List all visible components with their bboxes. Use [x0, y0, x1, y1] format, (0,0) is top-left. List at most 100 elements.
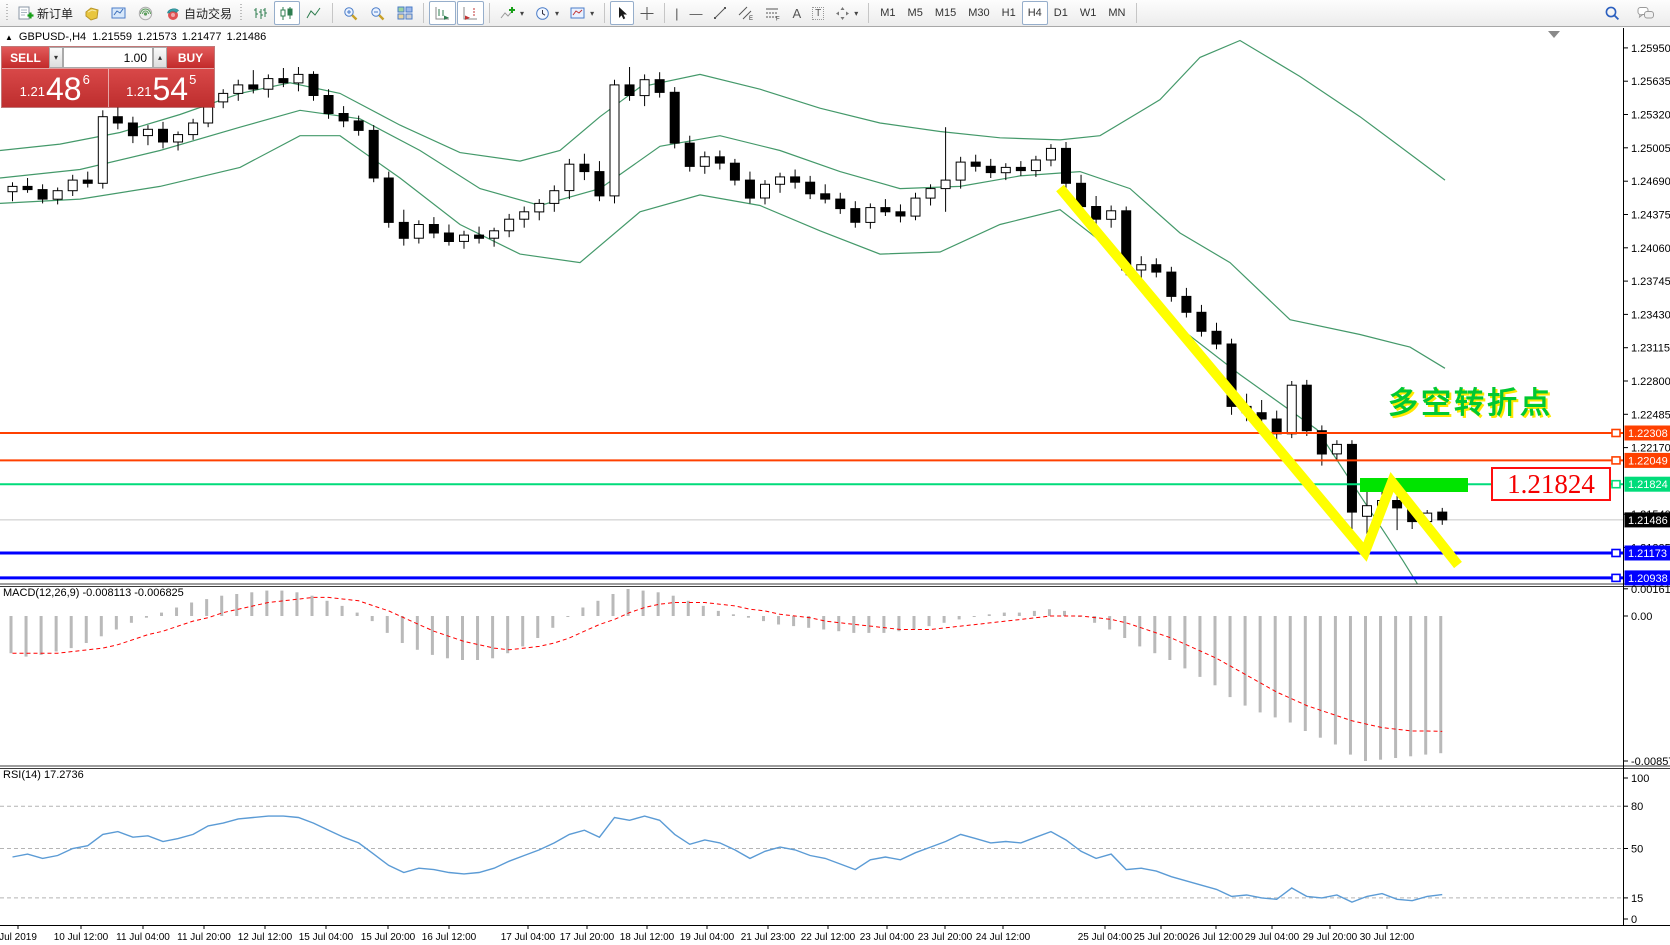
svg-text:10 Jul 12:00: 10 Jul 12:00: [54, 932, 109, 943]
svg-text:30 Jul 12:00: 30 Jul 12:00: [1360, 932, 1415, 943]
svg-text:1.21173: 1.21173: [1628, 548, 1667, 560]
timeframe-M1[interactable]: M1: [880, 7, 896, 19]
chevron-down-icon: ▾: [53, 53, 58, 62]
buy-price-prefix: 1.21: [126, 84, 152, 99]
toolbar-separator: [868, 3, 870, 23]
volume-input[interactable]: 1.00: [63, 47, 153, 68]
toolbar: 新订单 自动交易: [0, 0, 1670, 27]
toolbar-grip[interactable]: [239, 4, 244, 22]
chat-icon: [1637, 6, 1654, 18]
svg-text:1.24060: 1.24060: [1631, 243, 1670, 255]
toolbar-separator: [332, 3, 334, 23]
buy-button[interactable]: BUY: [167, 47, 214, 68]
indicator-scales: 0.00161 0.00 -0.008577 100 80 50 15 0: [1623, 584, 1670, 926]
sell-price[interactable]: 1.21 48 6: [2, 69, 109, 107]
svg-text:1.25635: 1.25635: [1631, 76, 1670, 88]
volume-down-button[interactable]: ▾: [49, 47, 63, 68]
chart-shift-button[interactable]: [457, 1, 485, 25]
text-label-button[interactable]: T: [807, 1, 829, 25]
timeframe-M5[interactable]: M5: [907, 7, 923, 19]
timeframe-group: M1 M5 M15 M30 H1 H4 D1 W1 MN: [874, 1, 1131, 25]
vertical-line-icon: |: [675, 5, 679, 21]
trendline-button[interactable]: [708, 1, 732, 25]
new-order-button[interactable]: 新订单: [13, 1, 78, 25]
svg-text:12 Jul 12:00: 12 Jul 12:00: [238, 932, 293, 943]
rsi-label: RSI(14) 17.2736: [3, 769, 84, 781]
indicators-button[interactable]: ▾: [495, 1, 529, 25]
svg-text:1.22485: 1.22485: [1631, 409, 1670, 421]
price-box-annotation[interactable]: 1.21824: [1491, 467, 1611, 501]
timeframe-D1[interactable]: D1: [1053, 7, 1068, 19]
chart-candles-button[interactable]: [274, 1, 301, 25]
charts-button[interactable]: [106, 1, 132, 25]
highlight-rect: [1360, 478, 1468, 492]
crosshair-button[interactable]: [635, 1, 659, 25]
svg-text:15 Jul 20:00: 15 Jul 20:00: [361, 932, 416, 943]
svg-text:1.22049: 1.22049: [1628, 455, 1668, 467]
chart-line-button[interactable]: [301, 1, 327, 25]
new-order-label: 新订单: [37, 6, 74, 21]
line-anchor: [1611, 428, 1621, 438]
svg-text:1.25005: 1.25005: [1631, 143, 1670, 155]
timeframe-W1[interactable]: W1: [1079, 7, 1097, 19]
chat-button[interactable]: [1632, 1, 1660, 25]
buy-price[interactable]: 1.21 54 5: [109, 69, 215, 107]
text-button[interactable]: A: [787, 1, 806, 25]
template-icon: [570, 7, 585, 18]
svg-text:15 Jul 04:00: 15 Jul 04:00: [299, 932, 354, 943]
templates-button[interactable]: ▾: [565, 1, 599, 25]
sell-price-big: 48: [45, 71, 82, 107]
periods-button[interactable]: ▾: [530, 1, 564, 25]
svg-text:11 Jul 04:00: 11 Jul 04:00: [116, 932, 170, 943]
price-axis-badges: 1.22308 1.22049 1.21824 1.21173 1.20938 1.214…: [1624, 425, 1670, 586]
volume-up-button[interactable]: ▴: [153, 47, 167, 68]
vertical-line-button[interactable]: |: [670, 1, 683, 25]
rsi-pane: [0, 805, 1623, 903]
turning-point-annotation[interactable]: 多空转折点: [1388, 387, 1553, 420]
autoscroll-button[interactable]: [429, 1, 457, 25]
timeframe-MN[interactable]: MN: [1108, 7, 1126, 19]
channel-button[interactable]: E: [733, 1, 759, 25]
svg-text:80: 80: [1631, 801, 1643, 813]
timeframe-H1[interactable]: H1: [1001, 7, 1016, 19]
chart-bars-button[interactable]: [247, 1, 273, 25]
timeframe-M30[interactable]: M30: [968, 7, 990, 19]
sell-button[interactable]: SELL: [2, 47, 49, 68]
tile-windows-icon: [397, 6, 413, 19]
svg-text:16 Jul 12:00: 16 Jul 12:00: [422, 932, 477, 943]
zoom-out-button[interactable]: [365, 1, 391, 25]
zoom-in-button[interactable]: [338, 1, 364, 25]
svg-text:100: 100: [1631, 773, 1649, 785]
symbol-triangle-icon: ▲: [5, 32, 13, 42]
zoom-out-icon: [371, 6, 385, 20]
fibonacci-button[interactable]: F: [760, 1, 786, 25]
cursor-button[interactable]: [610, 1, 635, 25]
svg-text:1.24690: 1.24690: [1631, 176, 1670, 188]
toolbar-grip[interactable]: [5, 4, 9, 22]
market-watch-button[interactable]: [79, 1, 105, 25]
svg-text:1.25950: 1.25950: [1631, 43, 1670, 55]
time-axis: Jul 2019 10 Jul 12:00 11 Jul 04:00 11 Jul 2…: [0, 925, 1415, 943]
text-icon: A: [792, 5, 802, 21]
svg-text:E: E: [749, 16, 753, 21]
signals-button[interactable]: [133, 1, 159, 25]
search-button[interactable]: [1599, 1, 1626, 25]
svg-text:1.20938: 1.20938: [1628, 573, 1668, 585]
timeframe-M15[interactable]: M15: [934, 7, 957, 19]
svg-text:21 Jul 23:00: 21 Jul 23:00: [741, 932, 796, 943]
tile-windows-button[interactable]: [392, 1, 418, 25]
svg-text:F: F: [776, 16, 780, 21]
horizontal-line-button[interactable]: —: [684, 1, 707, 25]
bb-middle: [0, 109, 1446, 369]
arrows-button[interactable]: ▾: [830, 1, 863, 25]
timeframe-H4[interactable]: H4: [1021, 1, 1048, 25]
candlestick-chart-icon: [280, 6, 293, 20]
svg-text:1.22308: 1.22308: [1628, 428, 1668, 440]
bb-lower: [0, 135, 1419, 584]
autoscroll-icon: [435, 6, 450, 20]
auto-trading-button[interactable]: 自动交易: [160, 1, 237, 25]
svg-text:1.22800: 1.22800: [1631, 376, 1670, 388]
line-chart-icon: [306, 7, 321, 18]
zoom-in-icon: [344, 6, 358, 20]
